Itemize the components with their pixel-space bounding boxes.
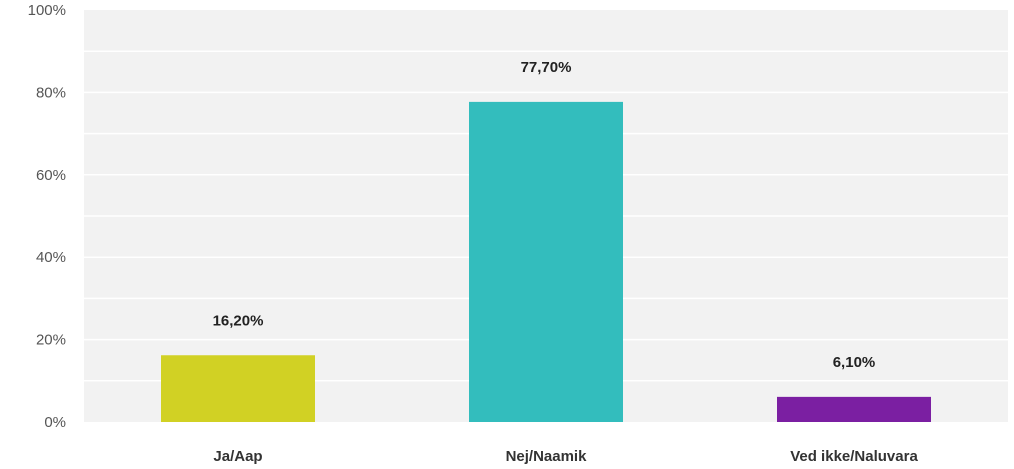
y-tick-label: 40% <box>36 249 66 266</box>
x-category-label: Nej/Naamik <box>506 448 588 465</box>
x-category-label: Ja/Aap <box>213 448 262 465</box>
y-tick-label: 60% <box>36 167 66 184</box>
value-labels: 16,20% 77,70% 6,10% <box>213 59 876 371</box>
x-category-label: Ved ikke/Naluvara <box>790 448 918 465</box>
bar-value-label: 6,10% <box>833 354 876 371</box>
bar <box>161 355 315 422</box>
y-tick-label: 20% <box>36 332 66 349</box>
y-axis-tick-labels: 0% 20% 40% 60% 80% 100% <box>28 2 66 431</box>
y-tick-label: 80% <box>36 84 66 101</box>
x-axis-category-labels: Ja/Aap Nej/Naamik Ved ikke/Naluvara <box>213 448 918 465</box>
bar-value-label: 77,70% <box>521 59 572 76</box>
bar <box>777 396 931 422</box>
bar <box>469 101 623 422</box>
y-tick-label: 0% <box>44 414 66 431</box>
y-tick-label: 100% <box>28 2 66 19</box>
bars <box>161 101 931 422</box>
bar-value-label: 16,20% <box>213 312 264 329</box>
